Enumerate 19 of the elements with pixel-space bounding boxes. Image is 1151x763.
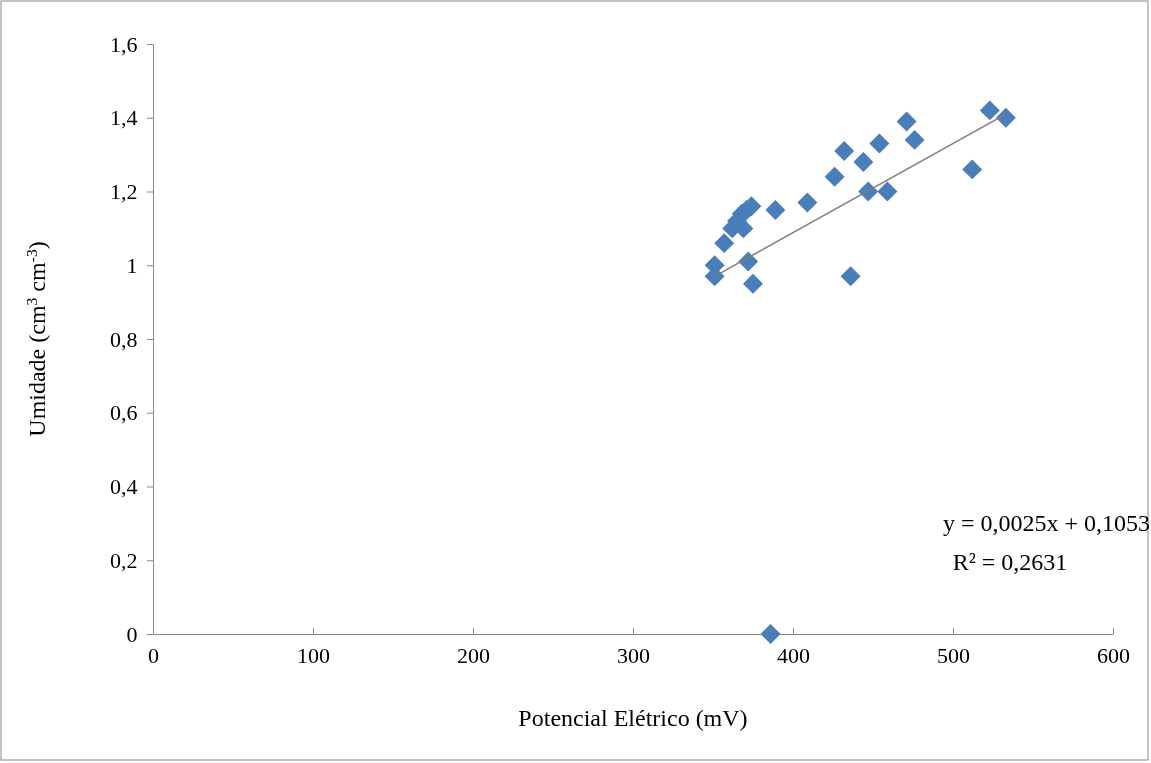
- x-tick-label: 200: [457, 643, 490, 669]
- y-tick-label: 0,2: [109, 547, 138, 573]
- y-tick-label: 1,2: [109, 179, 138, 205]
- x-axis-title: Potencial Elétrico (mV): [518, 705, 748, 731]
- y-tick-label: 0,4: [109, 474, 138, 500]
- x-tick-label: 600: [1097, 643, 1130, 669]
- y-tick-label: 1: [126, 252, 138, 278]
- y-tick-label: 1,4: [109, 105, 138, 131]
- x-tick-label: 300: [617, 643, 650, 669]
- x-tick-label: 0: [148, 643, 159, 669]
- x-tick-label: 100: [297, 643, 330, 669]
- x-tick-label: 500: [937, 643, 970, 669]
- annotation: R² = 0,2631: [952, 549, 1068, 575]
- y-tick-label: 1,6: [109, 31, 138, 57]
- y-tick-label: 0,6: [109, 400, 138, 426]
- x-tick-label: 400: [777, 643, 810, 669]
- y-tick-label: 0: [126, 621, 138, 647]
- annotation: y = 0,0025x + 0,1053: [942, 510, 1150, 536]
- y-tick-label: 0,8: [109, 326, 138, 352]
